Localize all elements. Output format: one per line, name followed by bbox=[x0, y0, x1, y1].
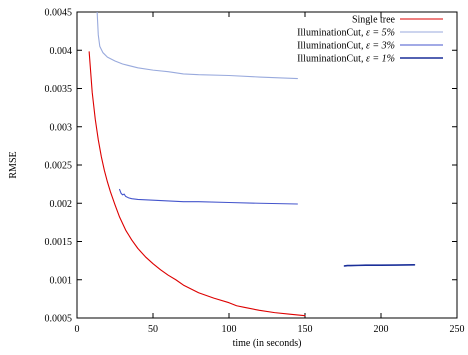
x-tick-label: 50 bbox=[148, 324, 158, 335]
legend-label: Single tree bbox=[352, 15, 396, 26]
series-lines bbox=[88, 12, 416, 317]
y-axis: 0.0005 0.001 0.0015 0.002 0.0025 0.003 0.0035 0… bbox=[45, 8, 457, 325]
series-line-1 bbox=[88, 51, 306, 317]
series-line-3 bbox=[119, 188, 298, 205]
x-axis: 0 50 100 150 200 250 bbox=[75, 12, 465, 335]
series-line-2 bbox=[96, 12, 298, 80]
x-axis-label: time (in seconds) bbox=[233, 338, 302, 349]
x-tick-label: 250 bbox=[450, 324, 465, 335]
legend-label: IlluminationCut, ε = 5% bbox=[297, 28, 395, 39]
x-tick-label: 100 bbox=[222, 324, 237, 335]
x-tick-label: 150 bbox=[298, 324, 313, 335]
y-tick-label: 0.0045 bbox=[45, 8, 73, 19]
y-tick-label: 0.0035 bbox=[45, 84, 73, 95]
x-tick-label: 0 bbox=[75, 324, 80, 335]
y-axis-label: RMSE bbox=[8, 151, 19, 178]
x-tick-label: 200 bbox=[374, 324, 389, 335]
y-tick-label: 0.0015 bbox=[45, 237, 73, 248]
y-tick-label: 0.004 bbox=[50, 46, 73, 57]
legend-label: IlluminationCut, ε = 1% bbox=[297, 54, 395, 65]
y-tick-label: 0.001 bbox=[50, 275, 73, 286]
y-tick-label: 0.0005 bbox=[45, 314, 73, 325]
y-tick-label: 0.0025 bbox=[45, 161, 73, 172]
series-line-4 bbox=[343, 264, 416, 267]
legend: Single tree IlluminationCut, ε = 5% Illumi… bbox=[297, 15, 443, 65]
y-tick-label: 0.003 bbox=[50, 122, 73, 133]
legend-label: IlluminationCut, ε = 3% bbox=[297, 41, 395, 52]
y-tick-label: 0.002 bbox=[50, 199, 73, 210]
